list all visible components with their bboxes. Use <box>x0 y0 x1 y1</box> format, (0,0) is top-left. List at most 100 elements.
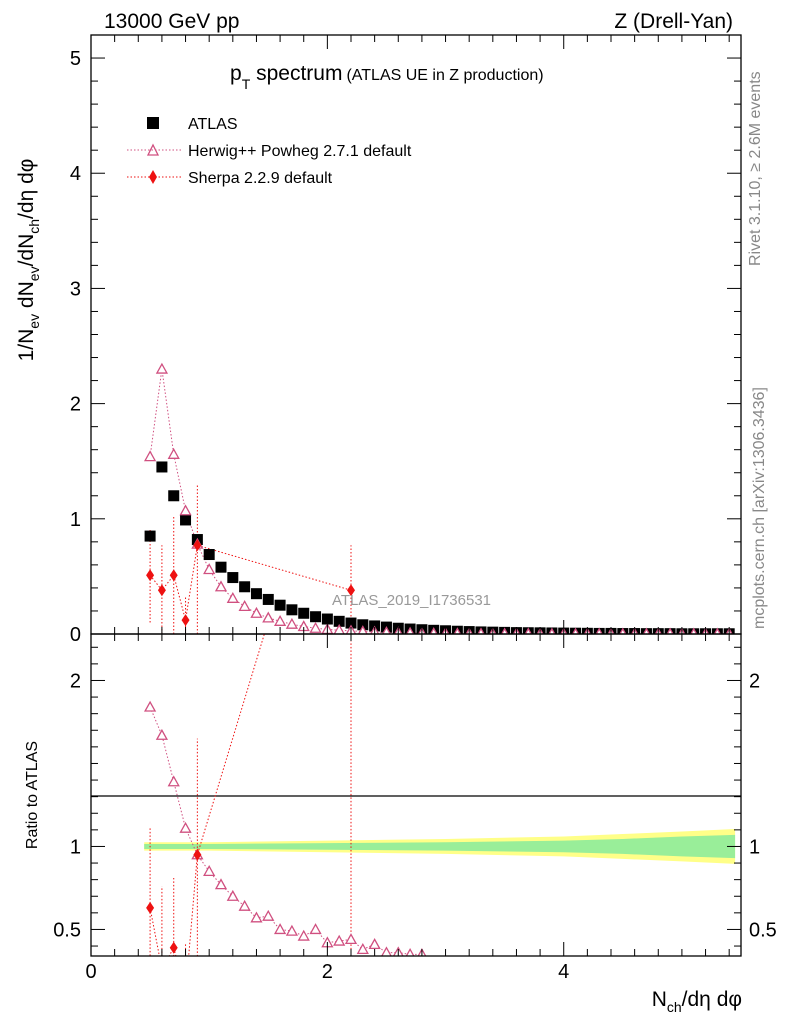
herwig-point <box>262 611 275 623</box>
sherpa-point <box>181 614 190 627</box>
legend-herwig-marker <box>146 143 160 156</box>
side-label-rivet: Rivet 3.1.10, ≥ 2.6M events <box>747 71 764 266</box>
ratio-xlabel: Nch/dη dφ <box>652 988 742 1015</box>
main-ytick-label: 0 <box>70 624 81 646</box>
main-panel: ATLAS_2019_I1736531 0 1 2 3 4 5 pT spectrum (A… <box>15 34 742 646</box>
sherpa-point <box>157 584 166 597</box>
herwig-point <box>179 504 192 516</box>
ratio-herwig-point <box>167 775 180 787</box>
atlas-point <box>144 530 156 542</box>
sherpa-point <box>347 584 355 597</box>
ratio-herwig-point <box>214 878 228 890</box>
atlas-point <box>168 490 180 502</box>
ratio-herwig-point <box>179 821 192 833</box>
herwig-point <box>203 563 216 575</box>
herwig-point <box>357 625 368 634</box>
legend-sherpa-marker <box>149 170 157 184</box>
ratio-ytick-label-right: 2 <box>749 670 760 692</box>
ratio-herwig-point <box>262 909 275 921</box>
sherpa-line <box>149 544 352 621</box>
atlas-point <box>227 572 239 584</box>
atlas-point <box>156 461 168 473</box>
ratio-ytick-label-right: 1 <box>749 836 760 858</box>
ratio-herwig-point <box>250 911 263 923</box>
herwig-point <box>155 362 169 374</box>
ratio-herwig-point <box>285 924 299 936</box>
ratio-herwig-point <box>368 938 381 950</box>
atlas-point <box>345 617 357 629</box>
ratio-sherpa-point <box>182 987 190 999</box>
ratio-panel: 0.5 0.5 1 1 2 2 0 2 4 Ratio to ATLAS Nch/dη dφ <box>24 343 777 1015</box>
ratio-herwig-point <box>203 865 216 877</box>
ratio-ytick-label: 1 <box>70 836 81 858</box>
ratio-uncertainty-band <box>144 829 736 864</box>
herwig-point <box>285 617 299 629</box>
herwig-point <box>524 627 532 634</box>
sherpa-point <box>146 569 155 582</box>
ratio-xtick-label: 4 <box>558 961 569 983</box>
herwig-point <box>477 627 485 634</box>
main-axes: 0 1 2 3 4 5 <box>70 35 741 646</box>
ratio-sherpa-point <box>146 901 155 914</box>
atlas-point <box>310 611 322 623</box>
atlas-point <box>274 599 286 611</box>
header-right: Z (Drell-Yan) <box>614 10 733 33</box>
ratio-frame <box>90 633 742 957</box>
ratio-herwig-point <box>155 728 169 740</box>
legend-atlas-label: ATLAS <box>188 116 238 133</box>
atlas-point <box>286 604 298 616</box>
herwig-point <box>405 626 415 634</box>
herwig-point <box>226 591 239 603</box>
main-ytick-label: 4 <box>70 163 81 185</box>
ratio-ytick-label: 2 <box>70 670 81 692</box>
ratio-sherpa-point <box>347 343 355 355</box>
ratio-sherpa-point <box>169 941 178 954</box>
ratio-sherpa-line <box>149 634 265 956</box>
atlas-point <box>321 613 333 625</box>
side-label-mcplots: mcplots.cern.ch [arXiv:1306.3436] <box>751 387 768 629</box>
atlas-point <box>298 607 310 619</box>
herwig-point <box>143 450 157 462</box>
main-ytick-label: 1 <box>70 509 81 531</box>
ratio-herwig-point <box>143 700 157 712</box>
ratio-herwig-point <box>333 934 346 946</box>
sherpa-point <box>193 539 202 552</box>
herwig-point <box>429 626 438 634</box>
ratio-ytick-label: 0.5 <box>53 919 81 941</box>
atlas-point <box>357 619 369 631</box>
title-p: p <box>230 62 242 85</box>
ratio-sherpa-point <box>158 963 166 975</box>
title-subscript: T <box>242 76 251 92</box>
atlas-point <box>262 593 274 605</box>
ratio-herwig-point <box>309 923 322 935</box>
analysis-watermark: ATLAS_2019_I1736531 <box>332 592 491 609</box>
herwig-point <box>167 447 180 459</box>
header-left: 13000 GeV pp <box>104 10 239 33</box>
atlas-point <box>250 588 262 600</box>
ratio-ytick-label-right: 0.5 <box>749 919 777 941</box>
main-ytick-label: 2 <box>70 394 81 416</box>
ratio-band-inner <box>144 834 736 859</box>
ratio-herwig-point <box>405 948 415 956</box>
main-ylabel: 1/Nev dNev/dNch/dη dφ <box>15 159 42 362</box>
atlas-point <box>239 581 251 593</box>
ratio-herwig-point <box>238 899 251 911</box>
legend-herwig-label: Herwig++ Powheg 2.7.1 default <box>188 143 412 160</box>
herwig-point <box>500 627 509 634</box>
atlas-point <box>215 561 227 573</box>
ratio-herwig-point <box>381 946 392 956</box>
herwig-point <box>309 621 322 633</box>
ratio-herwig-point <box>297 929 310 941</box>
ratio-xtick-label: 2 <box>322 961 333 983</box>
herwig-point <box>250 606 263 618</box>
ratio-axes: 0.5 0.5 1 1 2 2 0 2 4 <box>53 634 777 983</box>
herwig-point <box>214 580 228 592</box>
atlas-point <box>333 615 345 627</box>
legend: ATLAS Herwig++ Powheg 2.7.1 default Sher… <box>127 116 412 187</box>
sherpa-point <box>169 569 178 582</box>
ratio-herwig-point <box>226 889 239 901</box>
ratio-herwig-point <box>344 933 358 945</box>
main-ytick-label: 5 <box>70 48 81 70</box>
atlas-point <box>203 549 215 561</box>
